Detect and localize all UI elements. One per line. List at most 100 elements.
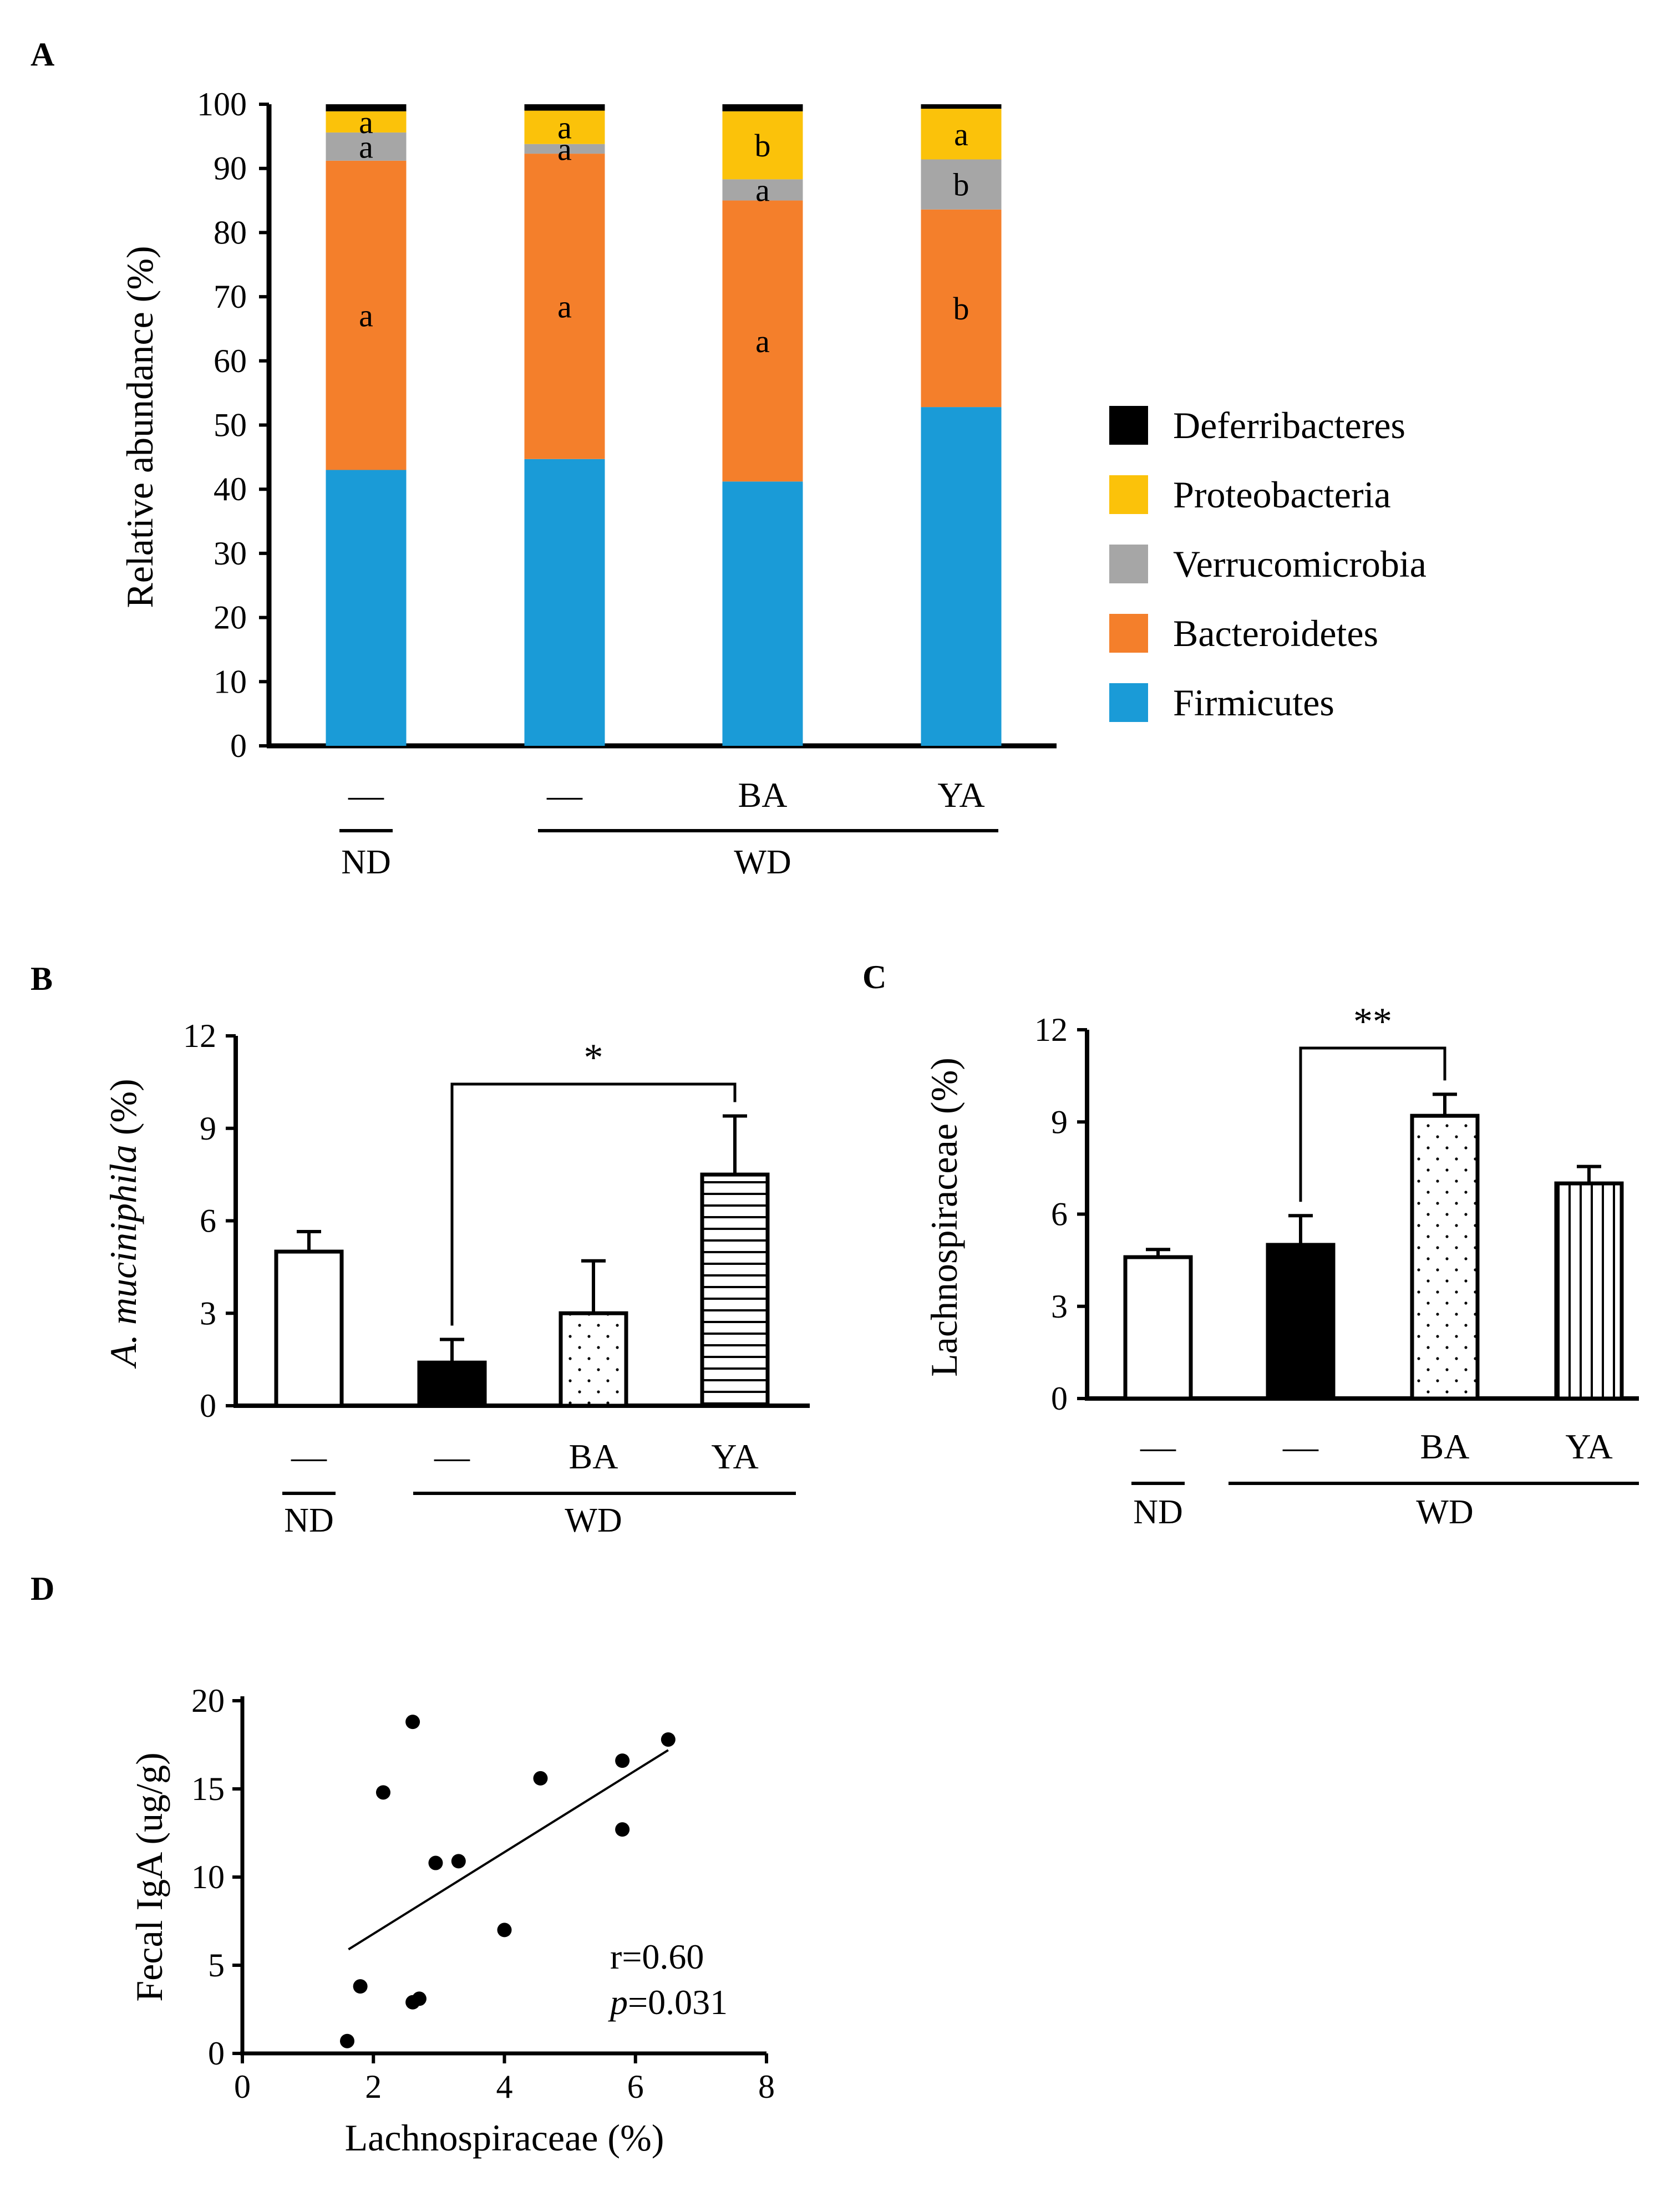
x-category-label: YA bbox=[711, 1437, 758, 1476]
significance-star: ** bbox=[1353, 1000, 1392, 1043]
bar-segment bbox=[326, 111, 407, 133]
panel-c-label: C bbox=[862, 959, 886, 995]
x-tick-label: 2 bbox=[365, 2068, 382, 2105]
y-tick-label: 6 bbox=[1051, 1196, 1068, 1233]
bar-segment bbox=[722, 481, 803, 746]
panel-d-label: D bbox=[31, 1570, 54, 1607]
x-category-label: — bbox=[434, 1437, 470, 1476]
regression-line bbox=[348, 1749, 669, 1951]
legend-label: Bacteroidetes bbox=[1173, 612, 1378, 654]
y-tick-label: 20 bbox=[214, 599, 247, 636]
y-axis-label: A. muciniphila (%) bbox=[102, 1079, 144, 1369]
segment-letter: a bbox=[557, 288, 572, 324]
y-tick-label: 9 bbox=[1051, 1104, 1068, 1140]
y-tick-label: 12 bbox=[183, 1018, 216, 1054]
legend-label: Firmicutes bbox=[1173, 682, 1334, 724]
scatter-point bbox=[428, 1855, 443, 1870]
x-category-label: YA bbox=[937, 775, 984, 815]
group-label-wd: WD bbox=[1416, 1493, 1473, 1531]
p-value: =0.031 bbox=[628, 1982, 728, 2022]
x-category-label: YA bbox=[1565, 1427, 1612, 1466]
scatter-point bbox=[497, 1923, 512, 1938]
x-category-label: BA bbox=[738, 775, 788, 815]
panel-d-scatter: 0 5 10 15 20 0 2 4 6 8 Lachnospiraceae (%) Fecal Ig… bbox=[128, 1682, 775, 2159]
p-value-label: p=0.031 bbox=[608, 1982, 728, 2022]
y-axis-label-species: A. muciniphila bbox=[102, 1145, 144, 1369]
y-tick-label: 15 bbox=[191, 1771, 225, 1807]
y-tick-label: 80 bbox=[214, 214, 247, 251]
scatter-point bbox=[661, 1732, 676, 1747]
segment-letter: a bbox=[359, 298, 373, 334]
segment-letter: b bbox=[953, 167, 969, 203]
y-tick-label: 20 bbox=[191, 1682, 225, 1719]
bar bbox=[1554, 1181, 1624, 1401]
x-tick-label: 0 bbox=[234, 2068, 251, 2105]
bar bbox=[700, 1172, 770, 1408]
x-category-label: — bbox=[1282, 1427, 1319, 1466]
y-tick-label: 0 bbox=[230, 728, 247, 764]
group-label-wd: WD bbox=[565, 1502, 622, 1539]
bar-segment bbox=[524, 144, 605, 154]
bar bbox=[559, 1311, 628, 1408]
segment-letter: b bbox=[755, 128, 771, 164]
correlation-r: r=0.60 bbox=[610, 1937, 704, 1976]
bar-segment bbox=[326, 470, 407, 746]
x-category-label: BA bbox=[569, 1437, 618, 1476]
significance-bracket bbox=[1299, 1046, 1446, 1202]
scatter-point bbox=[615, 1822, 630, 1837]
bar-segment bbox=[524, 154, 605, 459]
bar-segment bbox=[921, 407, 1002, 746]
scatter-point bbox=[451, 1854, 466, 1869]
y-tick-label: 5 bbox=[208, 1947, 225, 1984]
bar-segment bbox=[722, 111, 803, 180]
y-axis-label: Relative abundance (%) bbox=[119, 246, 161, 608]
significance-star: * bbox=[584, 1036, 603, 1079]
legend-label: Proteobacteria bbox=[1173, 474, 1391, 516]
bar-segment bbox=[722, 200, 803, 482]
segment-letter: a bbox=[755, 323, 770, 359]
y-tick-label: 100 bbox=[197, 86, 247, 123]
x-category-label: — bbox=[546, 775, 583, 815]
bar bbox=[1266, 1243, 1336, 1401]
bar bbox=[1410, 1113, 1480, 1401]
bar-segment bbox=[326, 132, 407, 161]
bar-segment bbox=[524, 110, 605, 144]
bar bbox=[1123, 1255, 1193, 1401]
y-tick-label: 0 bbox=[208, 2035, 225, 2072]
legend-swatch bbox=[1109, 683, 1148, 722]
group-label-nd: ND bbox=[1133, 1493, 1183, 1531]
y-axis-label: Lachnospiraceae (%) bbox=[923, 1057, 965, 1377]
y-tick-label: 10 bbox=[191, 1859, 225, 1895]
scatter-point bbox=[353, 1979, 368, 1994]
legend-swatch bbox=[1109, 475, 1148, 514]
scatter-point bbox=[405, 1715, 420, 1730]
legend-swatch bbox=[1109, 614, 1148, 653]
bar-segment bbox=[326, 104, 407, 111]
y-tick-label: 6 bbox=[200, 1203, 216, 1239]
x-tick-label: 4 bbox=[496, 2068, 513, 2105]
y-tick-label: 0 bbox=[200, 1387, 216, 1424]
legend-label: Deferribacteres bbox=[1173, 404, 1405, 446]
y-tick-label: 3 bbox=[200, 1295, 216, 1331]
x-tick-label: 6 bbox=[627, 2068, 644, 2105]
bar-segment bbox=[326, 160, 407, 470]
bar-segment bbox=[921, 209, 1002, 408]
y-tick-label: 30 bbox=[214, 535, 247, 572]
x-axis-label: Lachnospiraceae (%) bbox=[345, 2117, 664, 2159]
group-label-nd: ND bbox=[341, 843, 391, 881]
group-label-wd: WD bbox=[734, 843, 791, 881]
y-tick-label: 12 bbox=[1034, 1011, 1068, 1048]
panel-a-label: A bbox=[31, 36, 54, 73]
y-tick-label: 50 bbox=[214, 407, 247, 444]
x-category-label: BA bbox=[1420, 1427, 1470, 1466]
scatter-point bbox=[533, 1771, 548, 1786]
y-tick-label: 9 bbox=[200, 1110, 216, 1147]
scatter-point bbox=[615, 1753, 630, 1768]
significance-bracket bbox=[450, 1082, 737, 1326]
bar-segment bbox=[921, 104, 1002, 109]
y-tick-label: 10 bbox=[214, 663, 247, 700]
segment-letter: b bbox=[953, 291, 969, 327]
y-axis-label: Fecal IgA (ug/g) bbox=[128, 1752, 170, 2001]
legend-swatch bbox=[1109, 406, 1148, 445]
x-category-label: — bbox=[291, 1437, 327, 1476]
